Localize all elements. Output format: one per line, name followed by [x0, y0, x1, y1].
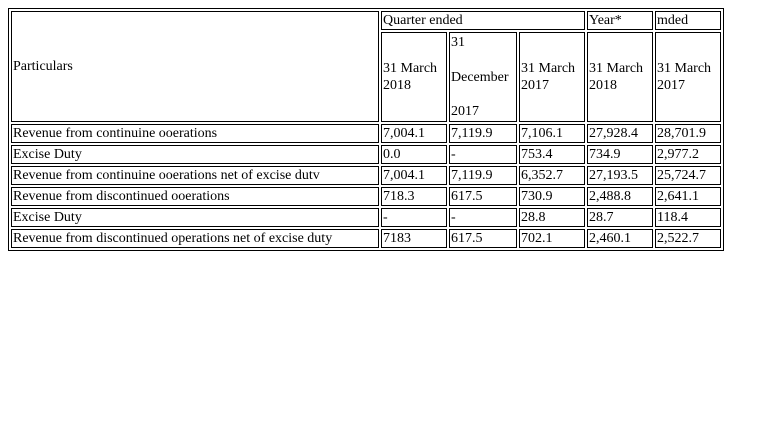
cell-value: 118.4: [655, 208, 721, 227]
col3-header: 31 March 2017: [519, 32, 585, 122]
cell-value: 28.7: [587, 208, 653, 227]
row-label: Excise Duty: [11, 208, 379, 227]
row-label: Revenue from continuine ooerations net o…: [11, 166, 379, 185]
cell-value: 2,522.7: [655, 229, 721, 248]
col2-header-month: December: [451, 69, 509, 85]
cell-value: -: [381, 208, 447, 227]
cell-value: 2,460.1: [587, 229, 653, 248]
table-row: Revenue from continuine ooerations net o…: [11, 166, 721, 185]
row-label: Revenue from continuine ooerations: [11, 124, 379, 143]
cell-value: 7,119.9: [449, 166, 517, 185]
cell-value: 702.1: [519, 229, 585, 248]
cell-value: 28.8: [519, 208, 585, 227]
cell-value: 730.9: [519, 187, 585, 206]
cell-value: 617.5: [449, 187, 517, 206]
particulars-header: Particulars: [11, 11, 379, 122]
cell-value: 7,004.1: [381, 166, 447, 185]
row-label: Revenue from discontinued operations net…: [11, 229, 379, 248]
col4-header: 31 March 2018: [587, 32, 653, 122]
cell-value: 28,701.9: [655, 124, 721, 143]
row-label: Excise Duty: [11, 145, 379, 164]
cell-value: -: [449, 145, 517, 164]
cell-value: 7183: [381, 229, 447, 248]
col2-header-day: 31: [451, 35, 465, 50]
mded-header: mded: [655, 11, 721, 30]
col1-header: 31 March 2018: [381, 32, 447, 122]
cell-value: 0.0: [381, 145, 447, 164]
cell-value: -: [449, 208, 517, 227]
revenue-table: Particulars Quarter ended Year* mded 31 …: [8, 8, 724, 251]
table-row: Revenue from discontinued ooerations 718…: [11, 187, 721, 206]
header-row-2: 31 March 2018 31 December 2017 31 March …: [11, 32, 721, 122]
col2-header-year: 2017: [451, 104, 479, 119]
col2-header: 31 December 2017: [449, 32, 517, 122]
cell-value: 753.4: [519, 145, 585, 164]
cell-value: 7,004.1: [381, 124, 447, 143]
table-row: Excise Duty 0.0 - 753.4 734.9 2,977.2: [11, 145, 721, 164]
row-label: Revenue from discontinued ooerations: [11, 187, 379, 206]
cell-value: 718.3: [381, 187, 447, 206]
cell-value: 7,106.1: [519, 124, 585, 143]
cell-value: 25,724.7: [655, 166, 721, 185]
table-row: Revenue from discontinued operations net…: [11, 229, 721, 248]
cell-value: 2,488.8: [587, 187, 653, 206]
cell-value: 617.5: [449, 229, 517, 248]
cell-value: 27,928.4: [587, 124, 653, 143]
cell-value: 27,193.5: [587, 166, 653, 185]
cell-value: 7,119.9: [449, 124, 517, 143]
cell-value: 734.9: [587, 145, 653, 164]
quarter-ended-header: Quarter ended: [381, 11, 585, 30]
col5-header: 31 March 2017: [655, 32, 721, 122]
cell-value: 6,352.7: [519, 166, 585, 185]
table-row: Revenue from continuine ooerations 7,004…: [11, 124, 721, 143]
cell-value: 2,641.1: [655, 187, 721, 206]
year-header: Year*: [587, 11, 653, 30]
cell-value: 2,977.2: [655, 145, 721, 164]
header-row-1: Particulars Quarter ended Year* mded: [11, 11, 721, 122]
table-row: Excise Duty - - 28.8 28.7 118.4: [11, 208, 721, 227]
